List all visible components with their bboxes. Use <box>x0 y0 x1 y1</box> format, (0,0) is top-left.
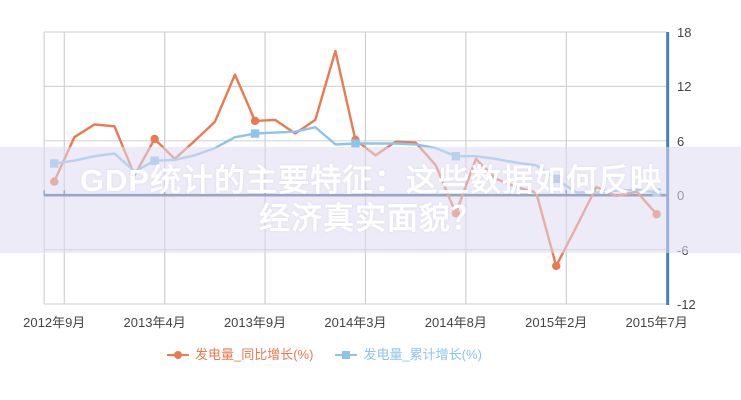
x-tick-label: 2012年9月 <box>23 315 86 330</box>
legend-label: 发电量_累计增长(%) <box>363 347 482 362</box>
overlay-title-line1: GDP统计的主要特征：这些数据如何反映 <box>79 163 663 198</box>
y-tick-label: -12 <box>677 297 696 312</box>
data-point-circle[interactable] <box>552 261 561 271</box>
x-tick-label: 2015年7月 <box>625 315 688 330</box>
legend-label: 发电量_同比增长(%) <box>195 347 314 362</box>
overlay-title-line2: 经济真实面貌？ <box>259 201 483 236</box>
legend-item-cumulative-growth[interactable]: 发电量_累计增长(%) <box>335 346 482 364</box>
x-tick-label: 2013年4月 <box>123 315 186 330</box>
circle-marker-icon <box>167 349 189 361</box>
x-tick-label: 2015年2月 <box>525 315 588 330</box>
data-point-square[interactable] <box>250 129 260 138</box>
watermark-band <box>0 147 741 253</box>
data-point-square[interactable] <box>351 139 360 148</box>
chart-legend: 发电量_同比增长(%) 发电量_累计增长(%) <box>167 346 482 364</box>
y-tick-label: 18 <box>677 25 692 40</box>
y-tick-label: 6 <box>677 133 685 149</box>
square-marker-icon <box>335 349 358 361</box>
x-tick-label: 2014年8月 <box>424 315 487 330</box>
data-point-circle[interactable] <box>150 134 159 144</box>
x-tick-label: 2013年9月 <box>223 315 287 330</box>
x-tick-label: 2014年3月 <box>324 315 387 330</box>
y-tick-label: 12 <box>677 79 692 95</box>
legend-item-yoy-growth[interactable]: 发电量_同比增长(%) <box>167 346 313 364</box>
data-point-circle[interactable] <box>250 116 260 126</box>
